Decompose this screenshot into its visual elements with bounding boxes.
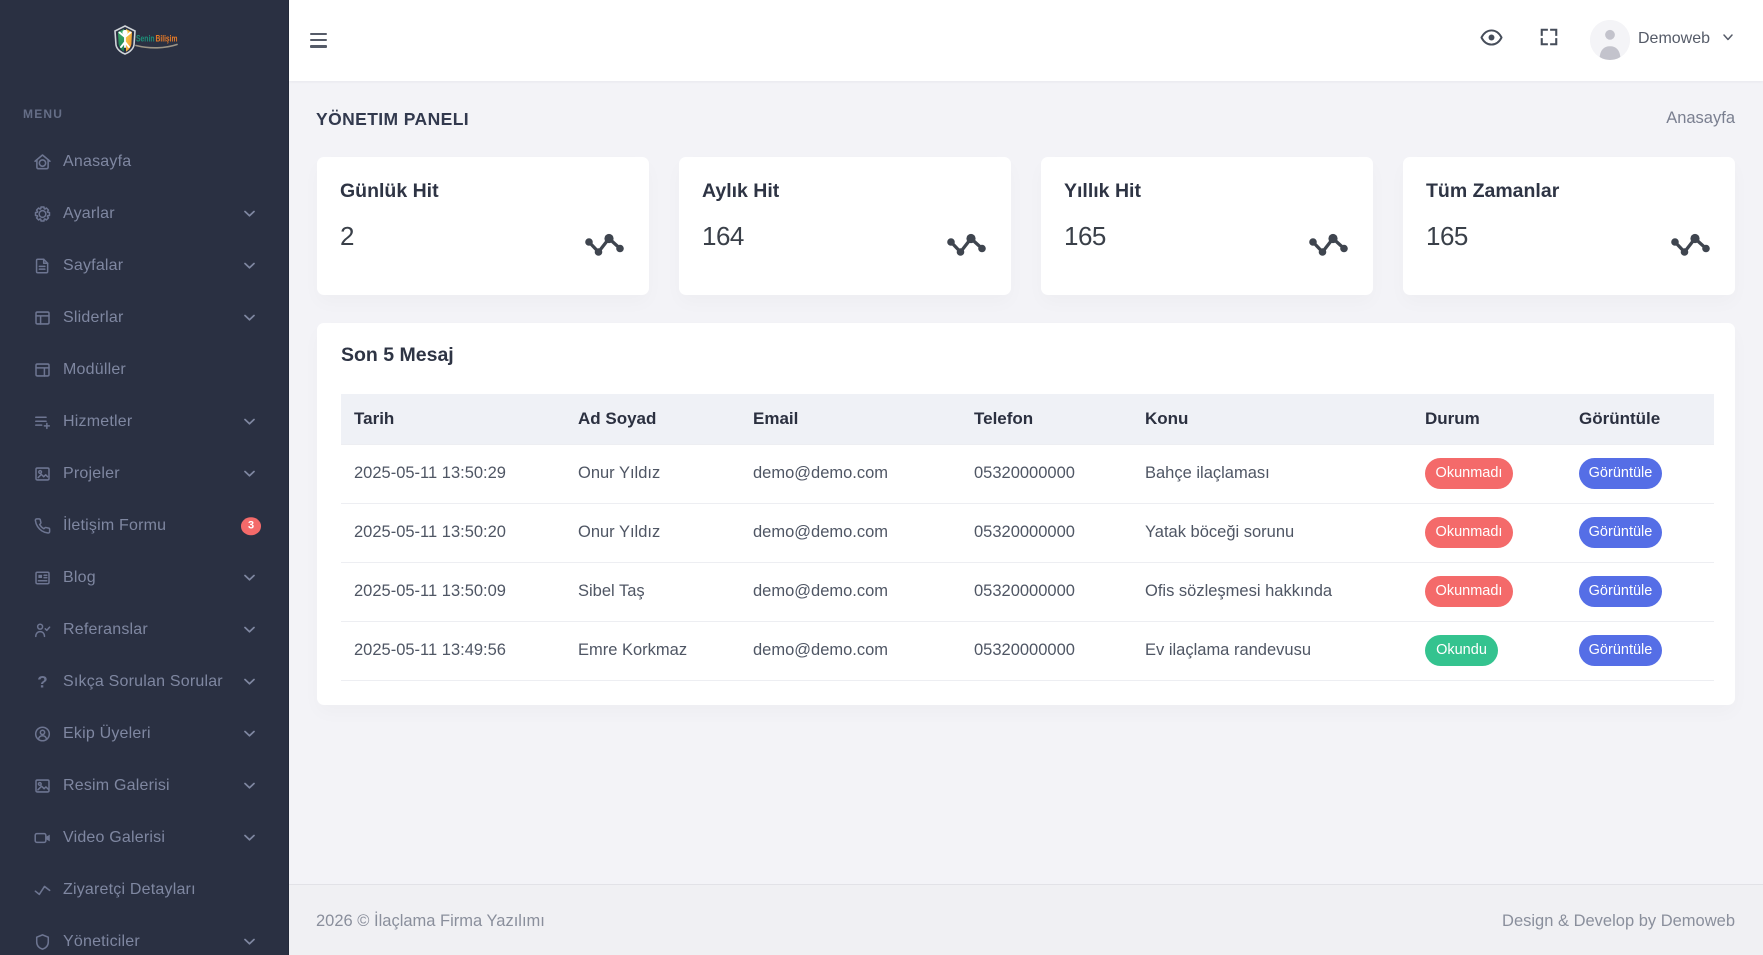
svg-text:Senin: Senin bbox=[136, 34, 155, 45]
svg-text:Bilişim: Bilişim bbox=[155, 34, 177, 45]
